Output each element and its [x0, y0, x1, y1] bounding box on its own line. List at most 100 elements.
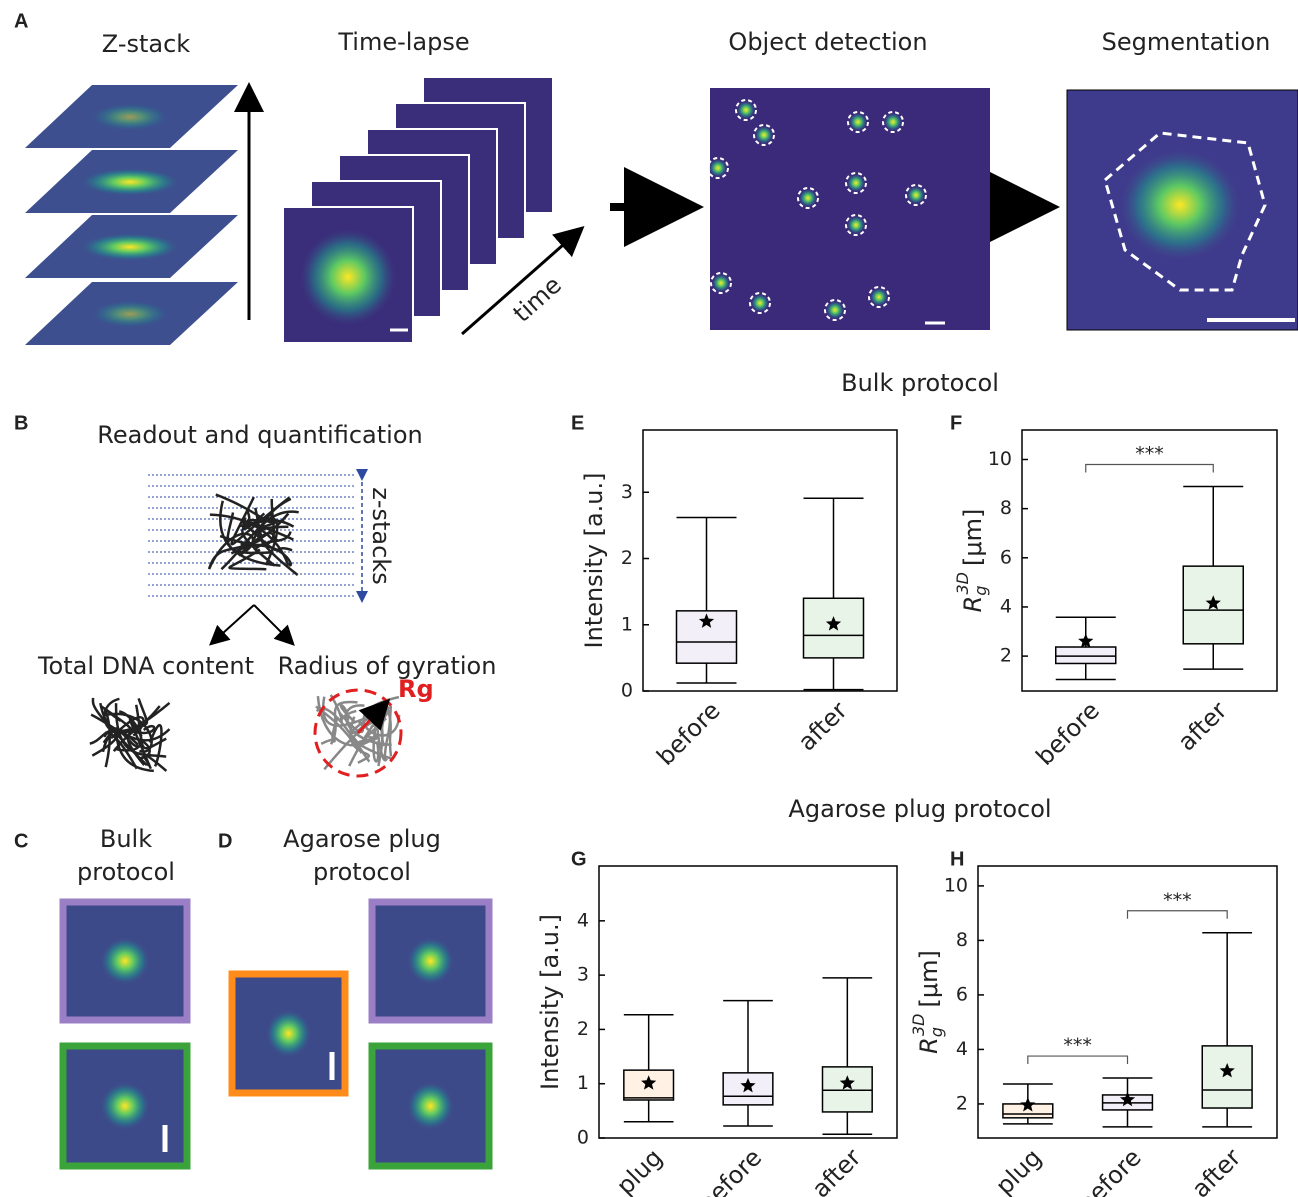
x-tick-label: before [693, 1143, 767, 1197]
y-tick-label: 0 [621, 680, 633, 702]
y-tick-label: 2 [956, 1092, 968, 1114]
y-tick-label: 2 [1000, 645, 1012, 667]
thumbnail [368, 898, 493, 1024]
detection [845, 214, 867, 236]
time-lapse [282, 76, 554, 344]
blob [907, 186, 925, 204]
detection [882, 111, 904, 133]
dna-coil [89, 697, 171, 773]
blob [1120, 150, 1240, 260]
panel-label: H [950, 848, 964, 870]
plot-frame [642, 429, 898, 692]
image-title: Object detection [728, 28, 927, 56]
panel-label: C [14, 830, 28, 852]
blob [712, 274, 730, 292]
box [1055, 646, 1117, 665]
arrow [209, 604, 255, 646]
y-tick-label: 4 [956, 1038, 968, 1060]
dna-strand [130, 724, 156, 735]
y-axis-label: Intensity [a.u.] [580, 473, 608, 649]
y-tick-label: 2 [577, 1018, 589, 1040]
dna-strand [148, 723, 163, 767]
box [821, 1066, 873, 1113]
y-tick-label: 3 [621, 481, 633, 503]
dna-strand [257, 520, 299, 576]
y-tick-label: 6 [956, 983, 968, 1005]
y-axis-label: Rg3D [μm] [953, 509, 990, 613]
mean-marker [641, 1075, 657, 1090]
panel-title: protocol [313, 858, 411, 886]
significance-bracket [1126, 910, 1228, 919]
blob [884, 113, 902, 131]
blob [100, 1082, 150, 1130]
blob [265, 1009, 312, 1058]
y-tick-label: 10 [944, 874, 968, 896]
dna-strand [339, 704, 357, 724]
dna-strand [230, 496, 291, 546]
z-lines [148, 474, 355, 597]
significance-bracket [1085, 463, 1214, 473]
dna-strand [228, 548, 267, 571]
dna-strand [329, 700, 358, 745]
dna-strand [226, 512, 273, 555]
significance-label: *** [1063, 1035, 1092, 1057]
panel-label: B [14, 412, 28, 434]
mean-marker [825, 616, 842, 631]
label-sub: g [971, 586, 990, 596]
blob [407, 1082, 454, 1130]
x-tick-label: plug [990, 1143, 1047, 1197]
dna-strand [344, 704, 392, 746]
section-title: Bulk protocol [841, 369, 999, 397]
image-title: Z-stack [102, 30, 190, 58]
y-tick-label: 1 [577, 1072, 589, 1094]
blob [300, 229, 396, 325]
blob [407, 937, 454, 985]
blob [751, 294, 769, 312]
dna-strand [350, 735, 392, 760]
plot-frame [1021, 429, 1278, 692]
panel-label: G [571, 848, 587, 870]
y-tick-label: 4 [1000, 595, 1012, 617]
plot-frame [598, 865, 898, 1139]
detection [824, 299, 846, 321]
dna-strand [230, 544, 293, 567]
detection [707, 157, 729, 179]
dna-strand [134, 704, 167, 750]
rg-label: Rg [398, 675, 434, 703]
y-axis-label: Intensity [a.u.] [536, 914, 564, 1090]
thumbnail [368, 1042, 493, 1170]
mean-marker [1219, 1063, 1235, 1078]
blob [100, 937, 150, 985]
segmentation-outline [1103, 131, 1267, 292]
arrow-label: time [508, 271, 567, 328]
blob [799, 189, 817, 207]
y-tick-label: 10 [988, 448, 1012, 470]
significance-label: *** [1135, 443, 1164, 465]
detection [845, 172, 867, 194]
mean-marker [839, 1075, 855, 1090]
panel-title: protocol [77, 858, 175, 886]
panel-title: Readout and quantification [97, 421, 422, 449]
y-tick-label: 3 [577, 964, 589, 986]
y-tick-label: 0 [577, 1127, 589, 1149]
dna-strand [103, 697, 161, 735]
label-sup: 3D [909, 1014, 928, 1037]
dna-strand [112, 697, 149, 752]
label-main: R [959, 596, 987, 613]
plot-frame [977, 865, 1278, 1139]
dna-strand [89, 729, 139, 746]
arrow [253, 604, 295, 646]
x-tick-label: before [1031, 696, 1105, 770]
blob [90, 300, 170, 328]
image-title: Segmentation [1102, 28, 1271, 56]
y-tick-label: 8 [1000, 497, 1012, 519]
y-tick-label: 4 [577, 909, 589, 931]
label-sup: 3D [953, 572, 972, 595]
x-tick-label: after [1172, 696, 1232, 756]
box [1201, 1045, 1253, 1109]
blob [80, 233, 180, 261]
thumbnails [59, 898, 493, 1170]
detection [735, 99, 757, 121]
mean-marker [740, 1077, 756, 1093]
